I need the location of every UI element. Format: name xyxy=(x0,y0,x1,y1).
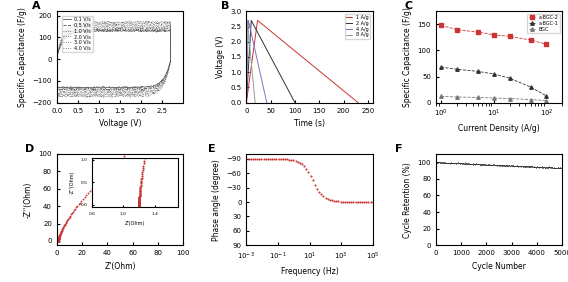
BGC xyxy=(543,99,550,102)
Legend: 1 A/g, 2 A/g, 4 A/g, 8 A/g: 1 A/g, 2 A/g, 4 A/g, 8 A/g xyxy=(345,14,370,39)
8 A/g xyxy=(248,58,254,61)
X-axis label: Cycle Number: Cycle Number xyxy=(472,262,526,271)
Line: a-BGC-2: a-BGC-2 xyxy=(439,24,548,46)
Text: E: E xyxy=(208,144,216,154)
1 A/g xyxy=(355,101,362,104)
a-BGC-2 xyxy=(474,30,481,34)
BGC xyxy=(437,95,444,98)
Legend: 0.1 V/s, 0.5 V/s, 1.0 V/s, 2.0 V/s, 3.0 V/s, 4.0 V/s: 0.1 V/s, 0.5 V/s, 1.0 V/s, 2.0 V/s, 3.0 … xyxy=(62,16,93,52)
a-BGC-1 xyxy=(506,76,513,80)
a-BGC-1 xyxy=(453,68,460,71)
2 A/g xyxy=(259,40,266,43)
1 A/g xyxy=(243,101,250,104)
2 A/g xyxy=(243,101,250,104)
a-BGC-2 xyxy=(437,24,444,27)
8 A/g xyxy=(246,40,253,43)
4 A/g xyxy=(245,32,252,36)
8 A/g xyxy=(244,32,250,36)
Line: a-BGC-1: a-BGC-1 xyxy=(439,65,548,98)
BGC xyxy=(474,96,481,99)
a-BGC-2 xyxy=(543,43,550,46)
a-BGC-1 xyxy=(437,65,444,69)
BGC xyxy=(527,98,534,101)
Text: B: B xyxy=(221,1,229,12)
X-axis label: Z'(Ohm): Z'(Ohm) xyxy=(105,262,136,271)
Text: C: C xyxy=(404,1,412,12)
1 A/g xyxy=(254,19,261,22)
4 A/g xyxy=(243,101,250,104)
8 A/g xyxy=(244,19,250,22)
a-BGC-2 xyxy=(527,38,534,42)
8 A/g xyxy=(243,101,250,104)
Text: A: A xyxy=(32,1,40,12)
4 A/g xyxy=(264,101,270,104)
4 A/g xyxy=(250,40,257,43)
1 A/g xyxy=(302,58,309,61)
Y-axis label: Cycle Retention (%): Cycle Retention (%) xyxy=(403,162,412,237)
8 A/g xyxy=(252,101,258,104)
a-BGC-1 xyxy=(474,70,481,73)
BGC xyxy=(453,95,460,99)
a-BGC-2 xyxy=(506,35,513,38)
a-BGC-1 xyxy=(490,72,497,76)
Text: F: F xyxy=(395,144,403,154)
1 A/g xyxy=(350,97,357,101)
4 A/g xyxy=(262,97,269,101)
a-BGC-2 xyxy=(490,33,497,36)
a-BGC-1 xyxy=(543,94,550,98)
Legend: a-BGC-2, a-BGC-1, BGC: a-BGC-2, a-BGC-1, BGC xyxy=(527,14,560,33)
X-axis label: Current Density (A/g): Current Density (A/g) xyxy=(458,124,540,133)
Line: BGC: BGC xyxy=(439,95,548,102)
2 A/g xyxy=(260,41,266,45)
2 A/g xyxy=(269,58,275,61)
X-axis label: Voltage (V): Voltage (V) xyxy=(99,119,141,128)
BGC xyxy=(490,96,497,100)
1 A/g xyxy=(280,40,287,43)
Y-axis label: Specific Capacitance (F/g): Specific Capacitance (F/g) xyxy=(403,7,412,107)
4 A/g xyxy=(245,19,252,22)
X-axis label: Frequency (Hz): Frequency (Hz) xyxy=(281,267,339,276)
2 A/g xyxy=(291,101,298,104)
1 A/g xyxy=(282,41,289,45)
8 A/g xyxy=(249,70,256,73)
4 A/g xyxy=(250,41,257,45)
Y-axis label: Voltage (V): Voltage (V) xyxy=(216,36,225,78)
1 A/g xyxy=(252,32,259,36)
BGC xyxy=(506,97,513,100)
4 A/g xyxy=(256,70,263,73)
8 A/g xyxy=(252,97,258,101)
Line: 4 A/g: 4 A/g xyxy=(247,20,267,103)
a-BGC-1 xyxy=(527,85,534,89)
2 A/g xyxy=(290,97,296,101)
Line: 2 A/g: 2 A/g xyxy=(247,20,295,103)
2 A/g xyxy=(247,32,254,36)
8 A/g xyxy=(246,41,253,45)
a-BGC-2 xyxy=(453,28,460,31)
Line: 8 A/g: 8 A/g xyxy=(247,20,255,103)
Y-axis label: -Z''(Ohm): -Z''(Ohm) xyxy=(24,181,33,218)
X-axis label: Time (s): Time (s) xyxy=(294,119,325,128)
4 A/g xyxy=(254,58,261,61)
Y-axis label: Phase angle (degree): Phase angle (degree) xyxy=(212,159,221,241)
Line: 1 A/g: 1 A/g xyxy=(247,20,358,103)
2 A/g xyxy=(275,70,282,73)
Y-axis label: Specific Capacitance (F/g): Specific Capacitance (F/g) xyxy=(18,7,27,107)
Text: D: D xyxy=(25,144,35,154)
1 A/g xyxy=(316,70,323,73)
2 A/g xyxy=(248,19,254,22)
